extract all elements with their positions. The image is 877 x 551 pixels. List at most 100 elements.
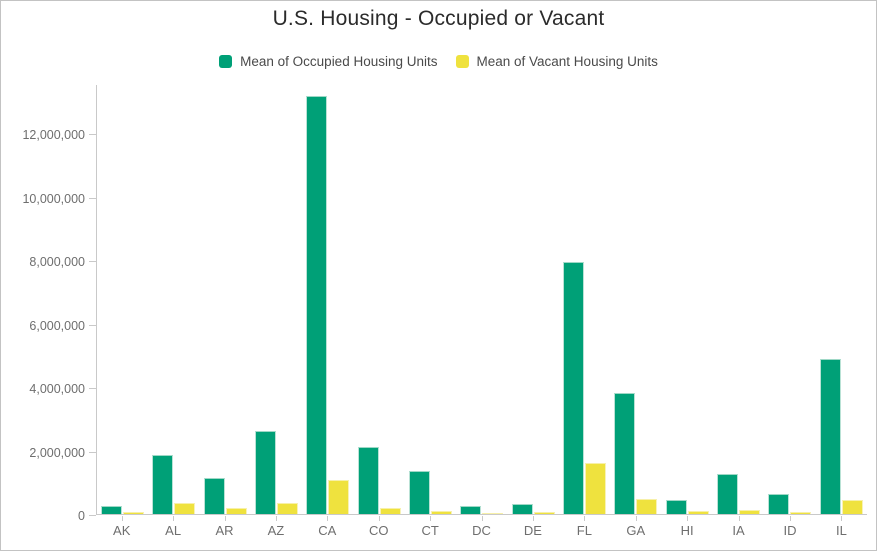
x-tick-mark [379, 516, 380, 521]
bar-occupied-AK[interactable] [101, 506, 123, 514]
x-tick-mark [430, 516, 431, 521]
x-tick-mark [584, 516, 585, 521]
legend-label-vacant: Mean of Vacant Housing Units [476, 54, 658, 69]
bar-vacant-CO[interactable] [379, 508, 401, 514]
x-tick-mark [225, 516, 226, 521]
x-tick-mark [122, 516, 123, 521]
category-group-DE [508, 85, 559, 514]
category-group-ID [764, 85, 815, 514]
bar-vacant-AL[interactable] [174, 503, 196, 514]
bar-occupied-DE[interactable] [511, 504, 533, 514]
x-tick-label-HI: HI [680, 523, 694, 538]
y-tick-mark [89, 134, 96, 135]
legend-label-occupied: Mean of Occupied Housing Units [240, 54, 438, 69]
category-group-HI [662, 85, 713, 514]
x-tick-mark [276, 516, 277, 521]
bar-vacant-DE[interactable] [533, 512, 555, 514]
y-tick-label: 0 [78, 509, 85, 523]
x-tick-label-ID: ID [783, 523, 797, 538]
category-group-DC [456, 85, 507, 514]
bar-vacant-HI[interactable] [687, 511, 709, 514]
bar-vacant-AZ[interactable] [277, 503, 299, 514]
chart-legend: Mean of Occupied Housing Units Mean of V… [1, 54, 876, 69]
category-group-AZ [251, 85, 302, 514]
x-tick-label-CA: CA [318, 523, 337, 538]
x-tick-label-AZ: AZ [267, 523, 285, 538]
x-tick-mark [636, 516, 637, 521]
y-tick-mark [89, 388, 96, 389]
bar-vacant-AK[interactable] [123, 512, 145, 514]
x-tick-mark [790, 516, 791, 521]
category-group-CO [354, 85, 405, 514]
vacant-series-swatch-icon [455, 55, 469, 68]
y-tick-label: 10,000,000 [22, 192, 85, 206]
x-tick-label-CO: CO [368, 523, 389, 538]
bar-occupied-DC[interactable] [460, 506, 482, 514]
y-tick-label: 8,000,000 [29, 255, 85, 269]
x-tick-mark [739, 516, 740, 521]
bar-occupied-FL[interactable] [563, 262, 585, 514]
category-group-AK [97, 85, 148, 514]
y-tick-mark [89, 452, 96, 453]
legend-item-vacant[interactable]: Mean of Vacant Housing Units [455, 54, 658, 69]
bar-occupied-IA[interactable] [717, 474, 739, 514]
x-tick-label-GA: GA [626, 523, 646, 538]
bar-occupied-CT[interactable] [409, 471, 431, 514]
category-group-AL [148, 85, 199, 514]
y-tick-mark [89, 515, 96, 516]
y-tick-mark [89, 325, 96, 326]
occupied-series-swatch-icon [219, 55, 233, 68]
bar-occupied-CA[interactable] [306, 96, 328, 514]
bar-occupied-GA[interactable] [614, 393, 636, 514]
bar-vacant-IL[interactable] [841, 500, 863, 514]
y-tick-label: 4,000,000 [29, 382, 85, 396]
bars-layer [97, 85, 867, 514]
bar-vacant-DC[interactable] [482, 513, 504, 514]
x-tick-mark [533, 516, 534, 521]
bar-occupied-AZ[interactable] [255, 431, 277, 514]
bar-occupied-HI[interactable] [665, 500, 687, 514]
x-tick-mark [841, 516, 842, 521]
bar-occupied-CO[interactable] [357, 447, 379, 514]
bar-vacant-IA[interactable] [739, 510, 761, 514]
y-tick-mark [89, 198, 96, 199]
bar-occupied-IL[interactable] [819, 359, 841, 514]
x-tick-label-AK: AK [113, 523, 131, 538]
x-tick-label-AR: AR [215, 523, 234, 538]
bar-vacant-CT[interactable] [431, 511, 453, 514]
x-tick-mark [327, 516, 328, 521]
x-tick-label-IL: IL [835, 523, 847, 538]
legend-item-occupied[interactable]: Mean of Occupied Housing Units [219, 54, 438, 69]
y-tick-label: 12,000,000 [22, 128, 85, 142]
x-axis-labels: AK AL AR AZ CA CO CT DC DE FL GA HI IA ID IL [96, 523, 867, 538]
bar-vacant-CA[interactable] [328, 480, 350, 514]
category-group-GA [610, 85, 661, 514]
bar-occupied-ID[interactable] [768, 494, 790, 514]
bar-occupied-AL[interactable] [152, 455, 174, 514]
plot-area [96, 85, 867, 515]
x-tick-mark [687, 516, 688, 521]
bar-vacant-ID[interactable] [790, 512, 812, 514]
category-group-AR [200, 85, 251, 514]
bar-occupied-AR[interactable] [203, 478, 225, 514]
bar-vacant-AR[interactable] [225, 508, 247, 514]
x-tick-label-CT: CT [421, 523, 439, 538]
category-group-IL [816, 85, 867, 514]
category-group-FL [559, 85, 610, 514]
category-group-IA [713, 85, 764, 514]
x-tick-mark [173, 516, 174, 521]
chart-title: U.S. Housing - Occupied or Vacant [272, 7, 605, 30]
x-tick-label-DC: DC [472, 523, 491, 538]
x-tick-label-DE: DE [523, 523, 542, 538]
bar-vacant-GA[interactable] [636, 499, 658, 514]
y-tick-mark [89, 261, 96, 262]
bar-vacant-FL[interactable] [585, 463, 607, 514]
x-tick-mark [482, 516, 483, 521]
x-tick-label-IA: IA [732, 523, 745, 538]
y-tick-label: 2,000,000 [29, 446, 85, 460]
y-tick-label: 6,000,000 [29, 319, 85, 333]
x-tick-label-FL: FL [576, 523, 592, 538]
category-group-CT [405, 85, 456, 514]
x-tick-label-AL: AL [165, 523, 182, 538]
